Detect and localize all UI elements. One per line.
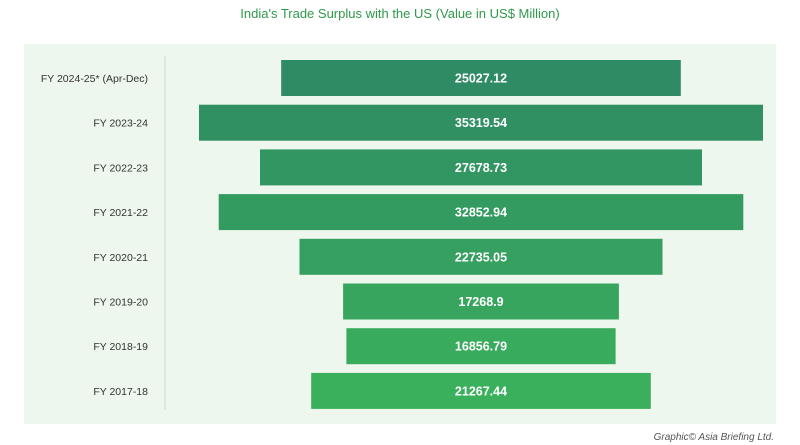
category-label: FY 2022-23 [93,162,148,174]
bar-3 [260,149,702,186]
bar-value-label: 25027.12 [455,72,507,86]
category-label: FY 2023-24 [93,118,148,130]
bar-value-label: 22735.05 [455,250,507,264]
bar-4 [218,194,744,231]
bar-1 [281,60,681,96]
graphic-credit: Graphic© Asia Briefing Ltd. [653,432,774,443]
category-label: FY 2024-25* (Apr-Dec) [41,73,148,85]
category-label: FY 2021-22 [93,207,148,219]
category-label: FY 2019-20 [93,297,148,309]
bar-value-label: 21267.44 [455,384,507,398]
bar-value-label: 32852.94 [455,206,507,220]
bar-value-label: 27678.73 [455,161,507,175]
bar-value-label: 35319.54 [455,116,507,130]
bar-value-label: 17268.9 [458,295,503,309]
bar-6 [343,283,619,320]
bar-5 [299,238,663,275]
bar-2 [199,104,763,141]
bar-7 [346,328,616,365]
category-label: FY 2017-18 [93,386,148,398]
category-label: FY 2018-19 [93,341,148,353]
bar-value-label: 16856.79 [455,340,507,354]
category-label: FY 2020-21 [93,252,148,264]
bar-8 [311,372,651,409]
chart-title: India's Trade Surplus with the US (Value… [240,6,560,21]
